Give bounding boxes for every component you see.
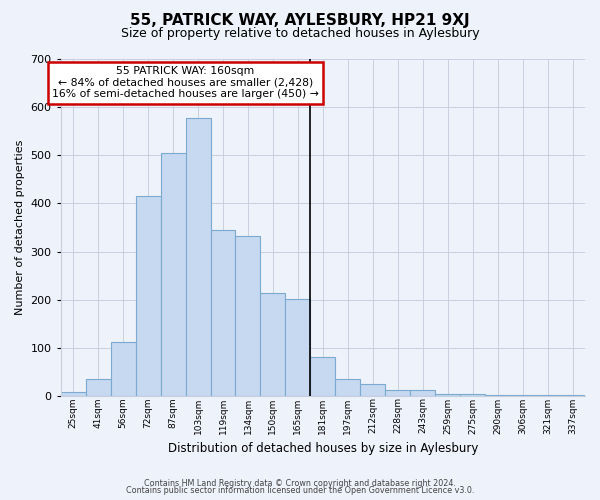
Bar: [435, 394, 460, 396]
X-axis label: Distribution of detached houses by size in Aylesbury: Distribution of detached houses by size …: [167, 442, 478, 455]
Bar: [185, 118, 211, 396]
Text: Size of property relative to detached houses in Aylesbury: Size of property relative to detached ho…: [121, 28, 479, 40]
Bar: [310, 358, 335, 396]
Bar: [385, 390, 410, 396]
Text: Contains public sector information licensed under the Open Government Licence v3: Contains public sector information licen…: [126, 486, 474, 495]
Text: 55 PATRICK WAY: 160sqm  
← 84% of detached houses are smaller (2,428)
16% of sem: 55 PATRICK WAY: 160sqm ← 84% of detached…: [52, 66, 319, 100]
Bar: [110, 342, 136, 396]
Bar: [136, 196, 161, 396]
Bar: [361, 384, 385, 396]
Bar: [335, 378, 361, 396]
Y-axis label: Number of detached properties: Number of detached properties: [15, 140, 25, 315]
Bar: [286, 299, 310, 396]
Bar: [235, 236, 260, 396]
Bar: [460, 394, 485, 396]
Bar: [61, 392, 86, 396]
Bar: [161, 153, 185, 396]
Bar: [86, 379, 110, 396]
Bar: [410, 390, 435, 396]
Bar: [211, 230, 235, 396]
Text: Contains HM Land Registry data © Crown copyright and database right 2024.: Contains HM Land Registry data © Crown c…: [144, 478, 456, 488]
Bar: [260, 293, 286, 396]
Text: 55, PATRICK WAY, AYLESBURY, HP21 9XJ: 55, PATRICK WAY, AYLESBURY, HP21 9XJ: [130, 12, 470, 28]
